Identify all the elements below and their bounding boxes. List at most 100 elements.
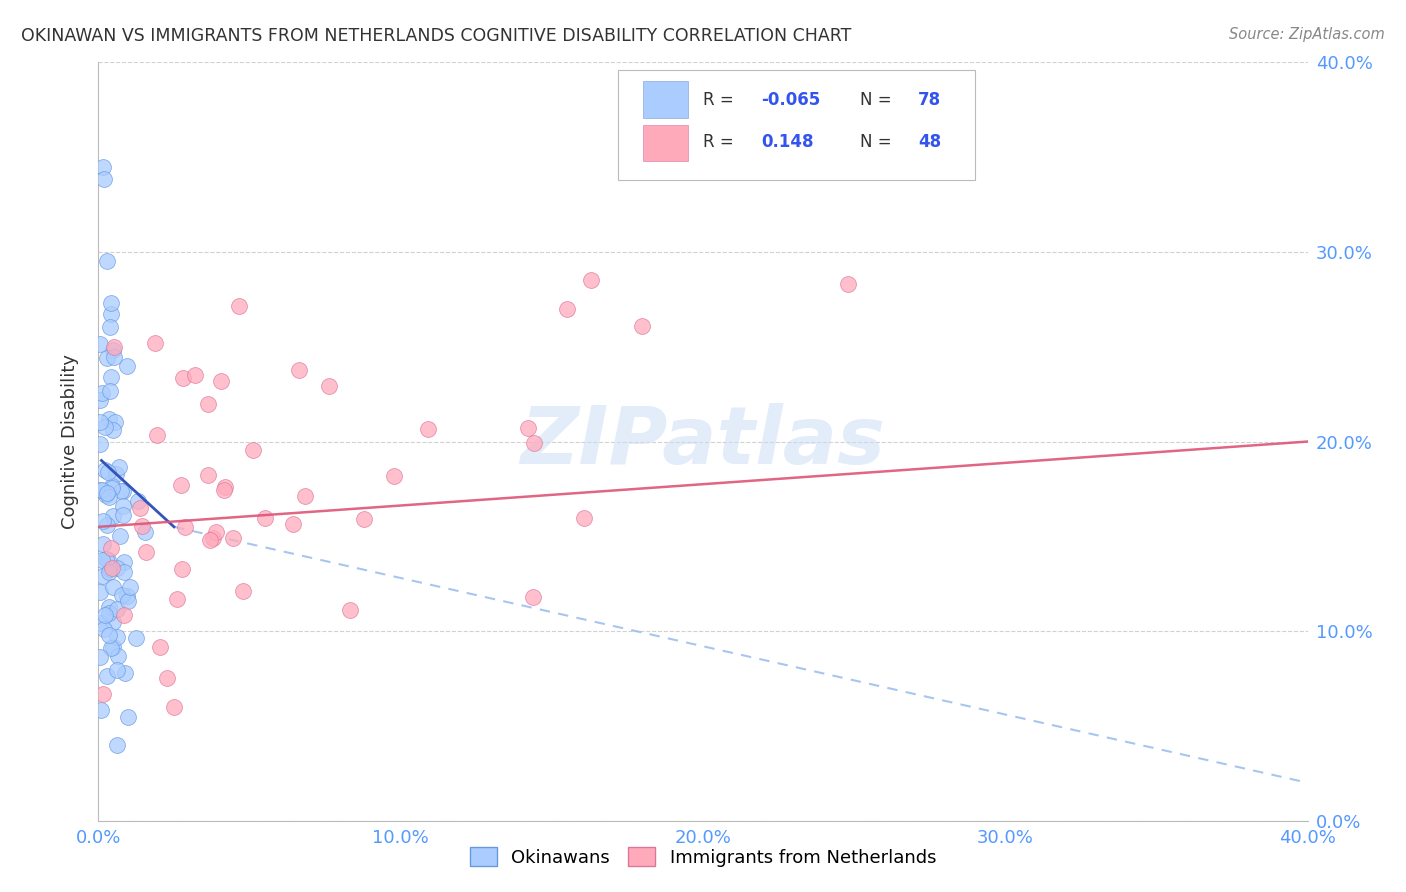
Point [98, 628, 121, 642]
Point [96, 254, 118, 268]
Point [114, 666, 136, 681]
Point [197, 468, 219, 483]
Point [94, 608, 117, 623]
Point [253, 510, 276, 524]
Point [98, 599, 121, 614]
Point [103, 340, 125, 354]
Point [90, 483, 112, 497]
Point [100, 306, 122, 320]
Point [125, 632, 148, 646]
Point [115, 589, 138, 603]
Point [111, 500, 134, 514]
Point [281, 517, 304, 532]
FancyBboxPatch shape [619, 70, 976, 180]
Point [572, 511, 595, 525]
Point [111, 484, 134, 499]
Point [111, 508, 134, 522]
Point [174, 519, 197, 533]
Text: R =: R = [703, 91, 740, 109]
Point [94, 420, 117, 434]
Point [89, 649, 111, 664]
Point [517, 421, 540, 435]
Point [101, 481, 124, 495]
Point [129, 501, 152, 516]
Point [90, 703, 112, 717]
Point [94, 463, 117, 477]
Text: 0.148: 0.148 [761, 133, 814, 151]
Point [149, 640, 172, 654]
Point [98, 320, 121, 334]
Point [93, 514, 115, 528]
Point [288, 363, 311, 377]
Point [631, 318, 654, 333]
Point [115, 359, 138, 373]
Point [339, 602, 361, 616]
Point [100, 641, 122, 656]
Point [555, 301, 578, 316]
Point [97, 466, 120, 480]
Point [222, 532, 245, 546]
Point [205, 524, 228, 539]
Point [579, 273, 602, 287]
Point [103, 580, 125, 594]
Text: 48: 48 [918, 133, 942, 151]
Point [163, 699, 186, 714]
Point [96, 485, 118, 500]
Point [91, 687, 114, 701]
Point [120, 581, 142, 595]
Point [96, 351, 118, 365]
Point [523, 435, 546, 450]
Point [135, 545, 157, 559]
Point [107, 649, 129, 664]
Point [98, 565, 121, 579]
Point [117, 594, 139, 608]
Point [96, 518, 118, 533]
Point [97, 553, 120, 567]
Point [112, 607, 135, 622]
Point [209, 374, 232, 388]
Point [89, 585, 111, 599]
Point [318, 379, 340, 393]
Text: Source: ZipAtlas.com: Source: ZipAtlas.com [1229, 27, 1385, 42]
Point [96, 488, 118, 502]
Point [90, 553, 112, 567]
Point [97, 606, 120, 620]
Point [353, 512, 375, 526]
Point [382, 469, 405, 483]
Point [103, 424, 125, 438]
Y-axis label: Cognitive Disability: Cognitive Disability [60, 354, 79, 529]
Point [418, 422, 440, 436]
Point [172, 371, 194, 385]
Point [105, 602, 128, 616]
Point [127, 494, 149, 508]
Point [93, 622, 115, 636]
Point [212, 483, 235, 497]
Point [522, 590, 544, 604]
Point [100, 541, 122, 556]
Point [90, 616, 112, 631]
Point [111, 588, 134, 602]
Text: ZIPatlas: ZIPatlas [520, 402, 886, 481]
Point [105, 663, 128, 677]
Point [89, 337, 111, 351]
FancyBboxPatch shape [643, 125, 689, 161]
Point [228, 299, 250, 313]
Point [170, 477, 193, 491]
Point [837, 277, 859, 292]
Point [143, 335, 166, 350]
Point [105, 560, 128, 574]
Point [166, 592, 188, 607]
Point [242, 442, 264, 457]
Point [134, 525, 156, 540]
Point [156, 671, 179, 685]
Point [91, 536, 114, 550]
Point [201, 531, 224, 545]
Point [108, 529, 131, 543]
Point [89, 483, 111, 497]
Point [91, 160, 114, 174]
Point [98, 490, 121, 504]
Point [112, 555, 135, 569]
Point [184, 368, 207, 382]
Point [103, 350, 125, 364]
Point [96, 669, 118, 683]
